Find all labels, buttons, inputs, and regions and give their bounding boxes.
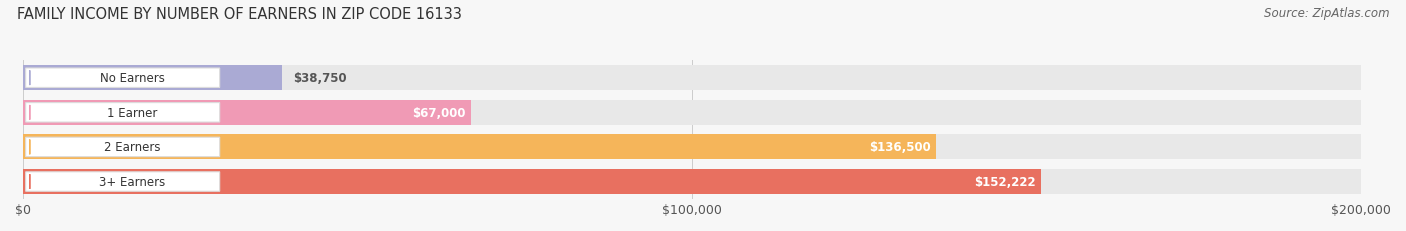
Text: No Earners: No Earners (100, 72, 165, 85)
Bar (22, 66, 1361, 91)
Text: $152,222: $152,222 (974, 175, 1036, 188)
Bar (22, 100, 471, 125)
Text: $38,750: $38,750 (292, 72, 347, 85)
Text: Source: ZipAtlas.com: Source: ZipAtlas.com (1264, 7, 1389, 20)
Bar (22, 169, 1361, 194)
Text: 3+ Earners: 3+ Earners (100, 175, 166, 188)
Bar (22, 135, 936, 160)
Text: FAMILY INCOME BY NUMBER OF EARNERS IN ZIP CODE 16133: FAMILY INCOME BY NUMBER OF EARNERS IN ZI… (17, 7, 461, 22)
FancyBboxPatch shape (25, 69, 219, 88)
FancyBboxPatch shape (25, 138, 219, 157)
Bar (22, 135, 1361, 160)
Bar (22, 100, 1361, 125)
Text: 1 Earner: 1 Earner (107, 106, 157, 119)
Bar (22, 169, 1042, 194)
FancyBboxPatch shape (25, 172, 219, 191)
Text: $136,500: $136,500 (869, 141, 931, 154)
FancyBboxPatch shape (25, 103, 219, 122)
Text: 2 Earners: 2 Earners (104, 141, 160, 154)
Bar (22, 66, 283, 91)
Text: $67,000: $67,000 (412, 106, 465, 119)
